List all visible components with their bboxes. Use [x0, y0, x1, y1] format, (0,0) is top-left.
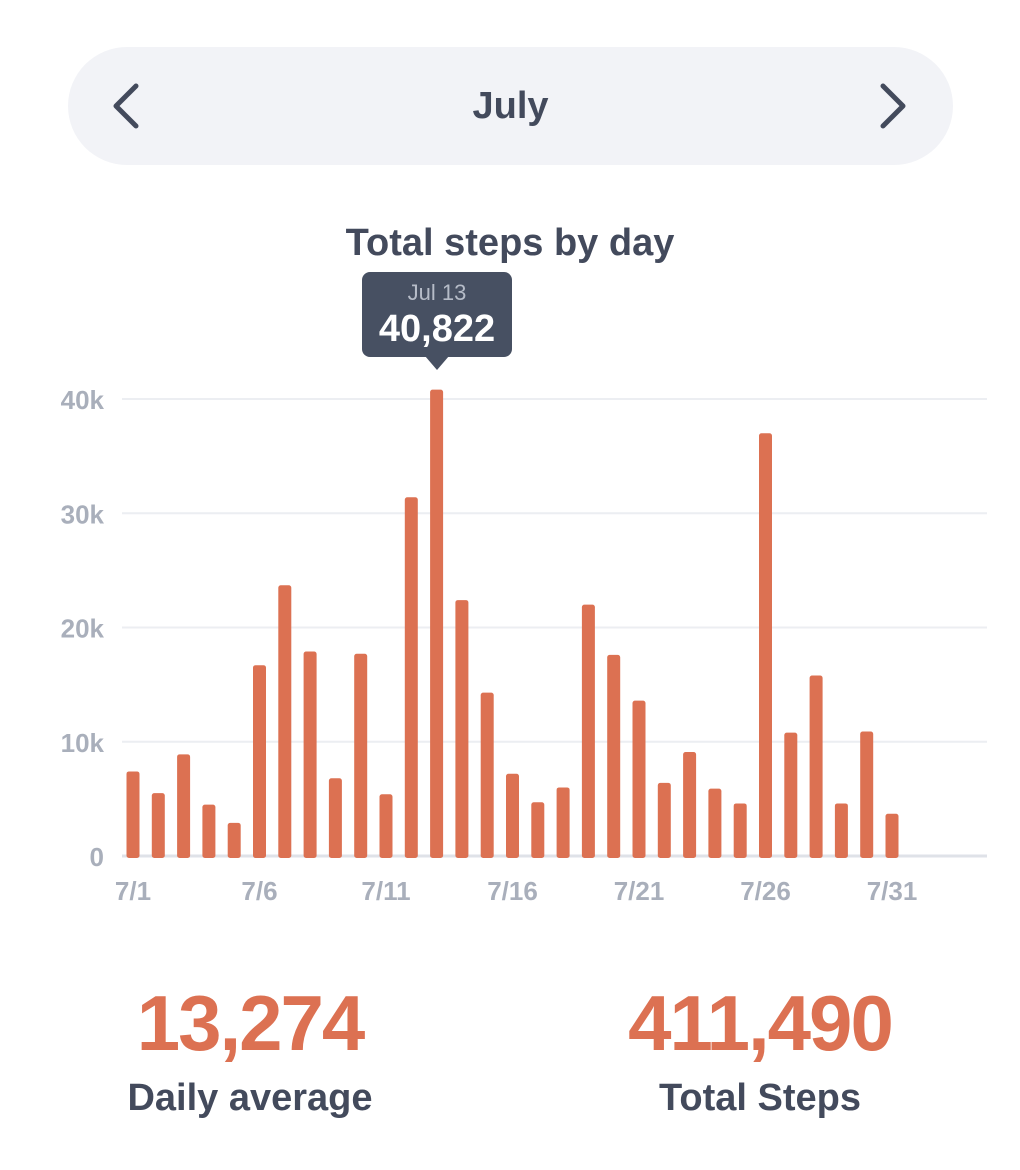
- bar: [480, 692, 494, 858]
- daily-average-value: 13,274: [136, 979, 366, 1067]
- y-tick-label: 20k: [61, 614, 105, 644]
- bar: [759, 433, 772, 858]
- bar: [632, 700, 646, 858]
- bar-tooltip: Jul 13 40,822: [362, 272, 512, 370]
- bar: [733, 803, 747, 858]
- bar: [784, 732, 798, 858]
- x-tick-label: 7/26: [740, 876, 791, 906]
- y-tick-label: 0: [90, 842, 104, 872]
- bar: [556, 787, 570, 858]
- bar: [455, 600, 469, 858]
- steps-bar-chart: 0 10k 20k 30k 40k 7/1 7/6 7/11 7/16 7/21 7/26 7/31: [61, 385, 987, 906]
- x-tick-label: 7/21: [614, 876, 665, 906]
- month-label: July: [472, 84, 549, 127]
- bar: [151, 793, 165, 858]
- bar: [379, 794, 393, 858]
- total-steps-label: Total Steps: [659, 1077, 861, 1119]
- bar: [834, 803, 848, 858]
- chart-title: Total steps by day: [345, 222, 675, 264]
- bar: [278, 585, 292, 858]
- x-tick-label: 7/1: [115, 876, 151, 906]
- chevron-right-icon: [880, 83, 906, 129]
- y-tick-label: 40k: [61, 385, 105, 415]
- tooltip-value: 40,822: [378, 308, 496, 350]
- x-tick-label: 7/31: [867, 876, 918, 906]
- bar: [885, 813, 899, 858]
- month-navigator: July: [68, 47, 953, 165]
- bar: [683, 752, 697, 858]
- previous-month-button[interactable]: [96, 76, 156, 136]
- bar: [860, 731, 874, 858]
- bar: [506, 773, 519, 858]
- bar: [354, 653, 368, 858]
- daily-average-label: Daily average: [127, 1077, 373, 1119]
- tooltip-date: Jul 13: [407, 280, 467, 305]
- total-steps-value: 411,490: [628, 979, 894, 1067]
- bar: [177, 754, 191, 858]
- bar: [227, 822, 241, 858]
- bar: [202, 804, 216, 858]
- chevron-left-icon: [113, 83, 139, 129]
- bar: [430, 389, 444, 858]
- next-month-button[interactable]: [863, 76, 923, 136]
- bar: [531, 802, 545, 858]
- bar: [708, 788, 722, 858]
- bar: [607, 654, 621, 858]
- total-steps-stat: 411,490 Total Steps: [550, 978, 970, 1120]
- bar: [657, 782, 671, 858]
- daily-average-stat: 13,274 Daily average: [40, 978, 460, 1120]
- bar: [809, 675, 823, 858]
- bar: [126, 771, 140, 858]
- bar: [581, 604, 595, 858]
- y-tick-label: 30k: [61, 499, 105, 529]
- bar: [328, 778, 342, 858]
- x-tick-label: 7/16: [487, 876, 538, 906]
- bar: [303, 651, 317, 858]
- bar: [404, 497, 418, 858]
- y-tick-label: 10k: [61, 728, 105, 758]
- x-tick-label: 7/6: [241, 876, 277, 906]
- x-tick-label: 7/11: [361, 876, 410, 906]
- bar: [253, 665, 266, 858]
